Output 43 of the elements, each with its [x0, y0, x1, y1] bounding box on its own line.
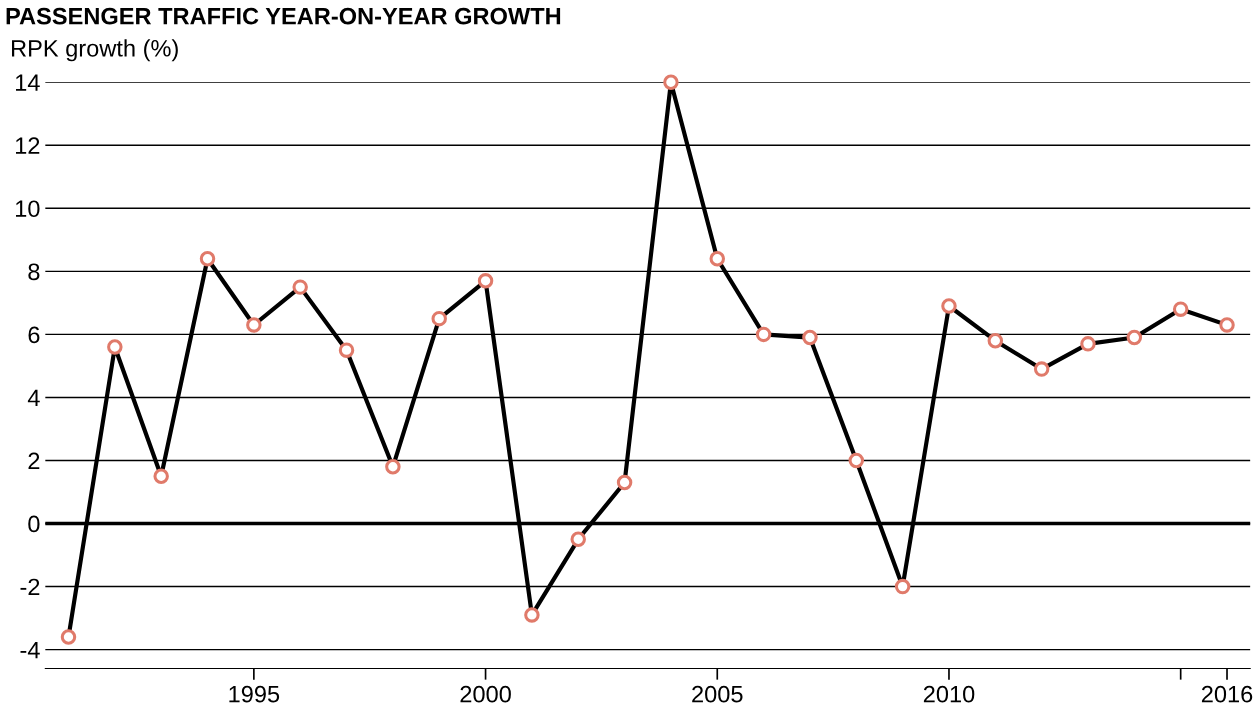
- y-tick-label: 10: [16, 200, 40, 218]
- point: [848, 452, 865, 469]
- x-tick-label: 2010: [923, 685, 975, 703]
- point: [246, 317, 262, 333]
- y-tick-label: -2: [20, 578, 40, 596]
- point: [107, 339, 123, 355]
- point: [338, 342, 355, 358]
- point: [477, 273, 494, 289]
- y-tick-label: -4: [20, 641, 40, 659]
- point: [1172, 301, 1189, 317]
- y-axis-title: RPK growth (%): [12, 39, 178, 62]
- point: [755, 326, 772, 343]
- x-tick-label: 2000: [460, 685, 511, 703]
- x-tick-label: 1995: [229, 685, 280, 703]
- point: [894, 578, 911, 595]
- y-tick-label: 6: [28, 326, 40, 344]
- point: [1033, 361, 1050, 377]
- point: [802, 329, 818, 346]
- y-tick-label: 4: [27, 389, 40, 406]
- point: [1219, 317, 1235, 333]
- x-tick-label: 2016: [1201, 685, 1253, 703]
- point: [199, 251, 216, 267]
- point: [941, 298, 957, 314]
- point: [153, 468, 169, 484]
- y-tick-label: 8: [28, 263, 40, 281]
- point: [292, 279, 308, 295]
- point: [616, 474, 633, 491]
- point: [385, 459, 401, 475]
- point: [524, 607, 540, 623]
- point: [1080, 336, 1096, 352]
- y-tick-label: 2: [28, 452, 40, 470]
- y-tick-label: 14: [16, 74, 40, 91]
- x-tick-label: 2005: [692, 685, 743, 703]
- point: [987, 332, 1004, 349]
- point: [663, 74, 679, 90]
- point: [709, 251, 726, 267]
- chart-title: PASSENGER TRAFFIC YEAR-ON-YEAR GROWTH: [6, 7, 561, 25]
- y-tick-label: 12: [16, 137, 40, 154]
- point: [60, 629, 77, 645]
- point: [570, 531, 586, 548]
- y-tick-label: 0: [28, 515, 40, 533]
- point: [1126, 329, 1143, 346]
- point: [431, 310, 447, 327]
